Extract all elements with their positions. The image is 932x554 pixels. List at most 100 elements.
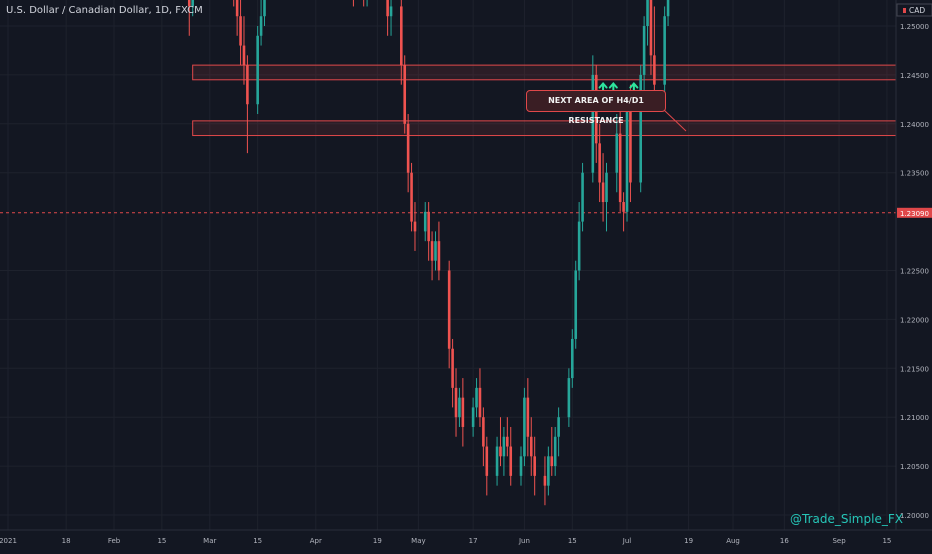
candle-body <box>485 446 489 476</box>
candle-body <box>666 0 670 17</box>
candle-body <box>523 397 526 457</box>
time-tick-label: 15 <box>882 537 891 545</box>
candle-body <box>458 397 461 418</box>
candle-body <box>543 475 547 486</box>
candle-body <box>386 0 389 17</box>
resistance-zone[interactable] <box>192 64 897 81</box>
candle-body <box>598 143 601 183</box>
candle-body <box>239 16 242 46</box>
time-tick-label: Sep <box>832 537 846 545</box>
candle-body <box>410 172 413 222</box>
callout-connector <box>663 109 687 132</box>
price-tick-label: 1.21500 <box>900 365 929 373</box>
candle-body <box>406 123 410 173</box>
candle-body <box>447 270 451 349</box>
candle-body <box>423 211 427 232</box>
currency-badge[interactable]: CAD <box>909 6 925 15</box>
candle-body <box>451 348 454 388</box>
candle-body <box>649 0 653 56</box>
time-tick-label: 19 <box>373 537 382 545</box>
time-tick-label: Jul <box>622 537 632 545</box>
time-tick-label: 17 <box>469 537 478 545</box>
candle-body <box>461 397 465 427</box>
currency-badge-mark <box>903 8 906 13</box>
candle-body <box>577 221 581 271</box>
candle-body <box>653 55 656 85</box>
candle-body <box>547 456 550 486</box>
candle-body <box>427 211 430 242</box>
candle-body <box>526 397 530 437</box>
candle-body <box>581 172 584 222</box>
time-tick-label: Apr <box>310 537 322 545</box>
candle-body <box>601 182 605 203</box>
candle-body <box>389 6 393 17</box>
candle-body <box>642 26 646 75</box>
candle-body <box>615 133 619 173</box>
candle-body <box>567 378 571 418</box>
price-tick-label: 1.21000 <box>900 414 929 422</box>
candle-body <box>646 0 649 27</box>
price-label: 1.23090 <box>900 210 929 218</box>
candle-body <box>437 241 441 271</box>
candle-body <box>639 74 642 183</box>
candle-body <box>434 241 437 261</box>
candle-body <box>574 270 578 339</box>
candle-body <box>263 0 266 17</box>
candle-body <box>400 6 403 66</box>
candle-body <box>235 0 239 17</box>
candle-body <box>571 338 574 379</box>
candle-body <box>553 436 557 467</box>
candle-body <box>499 446 502 457</box>
candle-body <box>533 456 536 476</box>
time-tick-label: 15 <box>568 537 577 545</box>
time-tick-label: Mar <box>203 537 216 545</box>
candle-body <box>495 446 499 476</box>
resistance-zone[interactable] <box>192 120 897 137</box>
candle-body <box>605 172 608 203</box>
candle-body <box>625 104 629 212</box>
time-tick-label: 15 <box>253 537 262 545</box>
price-tick-label: 1.22000 <box>900 316 929 324</box>
candle-body <box>502 436 506 457</box>
candle-body <box>413 221 417 232</box>
candle-body <box>256 35 259 105</box>
candle-body <box>242 45 246 66</box>
symbol-title: U.S. Dollar / Canadian Dollar, 1D, FXCM <box>6 5 203 16</box>
candle-body <box>259 16 263 36</box>
candle-body <box>509 446 513 476</box>
candle-body <box>529 436 533 457</box>
time-tick-label: May <box>411 537 425 545</box>
candle-body <box>475 387 478 408</box>
time-tick-label: 19 <box>684 537 693 545</box>
candle-body <box>403 65 407 124</box>
time-tick-label: 15 <box>157 537 166 545</box>
time-tick-label: Aug <box>726 537 740 545</box>
price-tick-label: 1.24500 <box>900 72 929 80</box>
candle-body <box>471 407 475 427</box>
candle-body <box>506 436 509 447</box>
candle-body <box>550 456 554 467</box>
candle-body <box>622 202 625 212</box>
candle-body <box>519 456 523 476</box>
time-tick-label: 16 <box>780 537 789 545</box>
candle-body <box>187 0 191 7</box>
resistance-callout[interactable]: NEXT AREA OF H4/D1 RESISTANCE <box>526 90 666 125</box>
candle-body <box>629 104 632 183</box>
candle-body <box>482 417 485 447</box>
time-tick-label: Jun <box>518 537 530 545</box>
price-tick-label: 1.24000 <box>900 121 929 129</box>
candle-body <box>618 133 622 203</box>
author-watermark: @Trade_Simple_FX <box>790 512 903 526</box>
price-label-bg <box>897 207 932 218</box>
price-tick-label: 1.25000 <box>900 23 929 31</box>
candle-body <box>557 417 560 437</box>
time-tick-label: 18 <box>62 537 71 545</box>
price-tick-label: 1.20000 <box>900 512 929 520</box>
candle-body <box>246 65 249 105</box>
candle-body <box>591 74 595 173</box>
price-tick-label: 1.20500 <box>900 463 929 471</box>
candle-body <box>191 0 194 7</box>
candle-body <box>430 241 434 261</box>
